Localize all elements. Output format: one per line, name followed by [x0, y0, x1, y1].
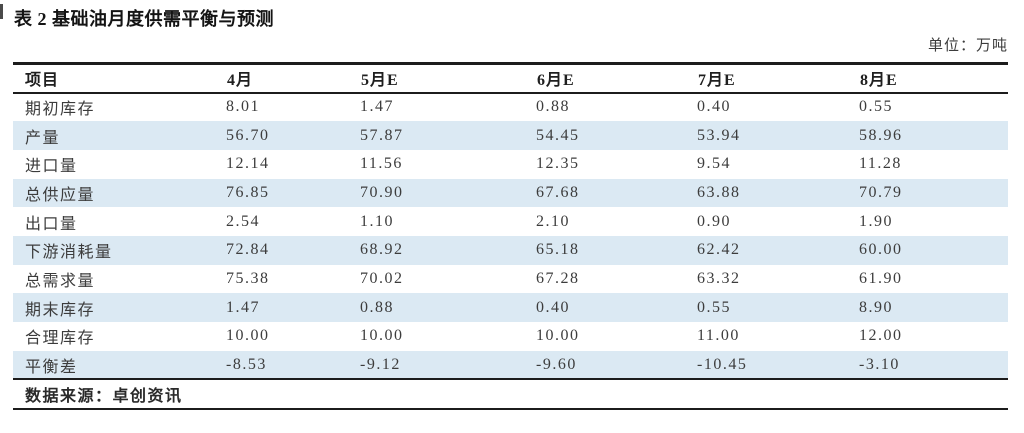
- cell-value: 67.68: [536, 183, 580, 201]
- row-label: 产量: [25, 129, 61, 147]
- cell-value: 70.90: [360, 183, 404, 201]
- cell-value: 10.00: [226, 327, 270, 345]
- cell-value: 1.47: [360, 98, 394, 116]
- cell-value: 10.00: [360, 327, 404, 345]
- column-header-month: 8月E: [860, 72, 898, 90]
- cell-value: 0.88: [536, 98, 570, 116]
- table-row: 产量 56.70 57.87 54.45 53.94 58.96: [13, 121, 1008, 150]
- scan-edge-artifact: [0, 4, 3, 19]
- cell-value: -3.10: [859, 355, 900, 373]
- cell-value: 0.88: [360, 298, 394, 316]
- table-row: 总供应量 76.85 70.90 67.68 63.88 70.79: [13, 178, 1008, 208]
- cell-value: 12.35: [536, 155, 580, 173]
- table-row: 出口量 2.54 1.10 2.10 0.90 1.90: [13, 207, 1008, 236]
- cell-value: 56.70: [226, 126, 270, 144]
- supply-demand-table: 项目 4月 5月E 6月E 7月E 8月E 期初库存 8.01 1.47 0.88 0.40 0.5…: [13, 62, 1008, 411]
- cell-value: 8.90: [859, 298, 893, 316]
- cell-value: 68.92: [360, 241, 404, 259]
- cell-value: 11.28: [859, 155, 902, 173]
- cell-value: 0.55: [859, 98, 893, 116]
- cell-value: 1.10: [360, 212, 394, 230]
- cell-value: 58.96: [859, 126, 903, 144]
- cell-value: 2.54: [226, 212, 260, 230]
- row-label: 平衡差: [25, 358, 78, 376]
- column-header-month: 5月E: [361, 72, 399, 90]
- row-label: 期初库存: [25, 101, 96, 119]
- column-header-item: 项目: [25, 72, 60, 90]
- cell-value: 0.55: [697, 298, 731, 316]
- row-label: 下游消耗量: [25, 244, 113, 262]
- table-row: 平衡差 -8.53 -9.12 -9.60 -10.45 -3.10: [13, 350, 1008, 380]
- cell-value: 75.38: [226, 269, 270, 287]
- table-row: 期末库存 1.47 0.88 0.40 0.55 8.90: [13, 293, 1008, 322]
- unit-label: 单位：万吨: [927, 38, 1008, 54]
- cell-value: -10.45: [697, 355, 748, 373]
- cell-value: 63.88: [697, 183, 741, 201]
- supply-demand-table-wrap: 项目 4月 5月E 6月E 7月E 8月E 期初库存 8.01 1.47 0.88 0.40 0.5…: [13, 62, 1008, 411]
- table-row: 期初库存 8.01 1.47 0.88 0.40 0.55: [13, 93, 1008, 122]
- row-label: 总供应量: [25, 186, 96, 204]
- cell-value: -9.60: [536, 355, 577, 373]
- table-row: 合理库存 10.00 10.00 10.00 11.00 12.00: [13, 322, 1008, 351]
- cell-value: 62.42: [697, 241, 741, 259]
- cell-value: 76.85: [226, 183, 270, 201]
- cell-value: -8.53: [226, 355, 267, 373]
- cell-value: 12.00: [859, 327, 903, 345]
- table-source-row: 数据来源：卓创资讯: [13, 379, 1008, 409]
- cell-value: 2.10: [536, 212, 570, 230]
- cell-value: 1.47: [226, 298, 260, 316]
- table-title: 表 2 基础油月度供需平衡与预测: [14, 9, 274, 29]
- cell-value: 72.84: [226, 241, 270, 259]
- column-header-month: 4月: [227, 72, 254, 90]
- cell-value: 67.28: [536, 269, 580, 287]
- data-source-note: 数据来源：卓创资讯: [25, 388, 183, 406]
- cell-value: 54.45: [536, 126, 580, 144]
- table-row: 总需求量 75.38 70.02 67.28 63.32 61.90: [13, 265, 1008, 294]
- cell-value: 53.94: [697, 126, 741, 144]
- cell-value: 1.90: [859, 212, 893, 230]
- cell-value: 0.40: [697, 98, 731, 116]
- column-header-month: 6月E: [537, 72, 575, 90]
- cell-value: 8.01: [226, 98, 260, 116]
- cell-value: 11.56: [360, 155, 403, 173]
- row-label: 出口量: [25, 215, 78, 233]
- cell-value: 10.00: [536, 327, 580, 345]
- cell-value: 12.14: [226, 155, 270, 173]
- cell-value: 11.00: [697, 327, 740, 345]
- cell-value: 70.02: [360, 269, 404, 287]
- row-label: 期末库存: [25, 301, 96, 319]
- row-label: 进口量: [25, 158, 78, 176]
- table-body: 期初库存 8.01 1.47 0.88 0.40 0.55 产量 56.70 57.87 54.4…: [13, 93, 1008, 380]
- row-label: 总需求量: [25, 272, 96, 290]
- cell-value: 61.90: [859, 269, 903, 287]
- cell-value: -9.12: [360, 355, 401, 373]
- cell-value: 0.40: [536, 298, 570, 316]
- cell-value: 57.87: [360, 126, 404, 144]
- cell-value: 60.00: [859, 241, 903, 259]
- column-header-month: 7月E: [698, 72, 736, 90]
- cell-value: 0.90: [697, 212, 731, 230]
- cell-value: 9.54: [697, 155, 731, 173]
- cell-value: 63.32: [697, 269, 741, 287]
- cell-value: 70.79: [859, 183, 903, 201]
- row-label: 合理库存: [25, 330, 96, 348]
- table-header-row: 项目 4月 5月E 6月E 7月E 8月E: [13, 64, 1008, 93]
- cell-value: 65.18: [536, 241, 580, 259]
- table-row: 进口量 12.14 11.56 12.35 9.54 11.28: [13, 150, 1008, 179]
- table-row: 下游消耗量 72.84 68.92 65.18 62.42 60.00: [13, 235, 1008, 265]
